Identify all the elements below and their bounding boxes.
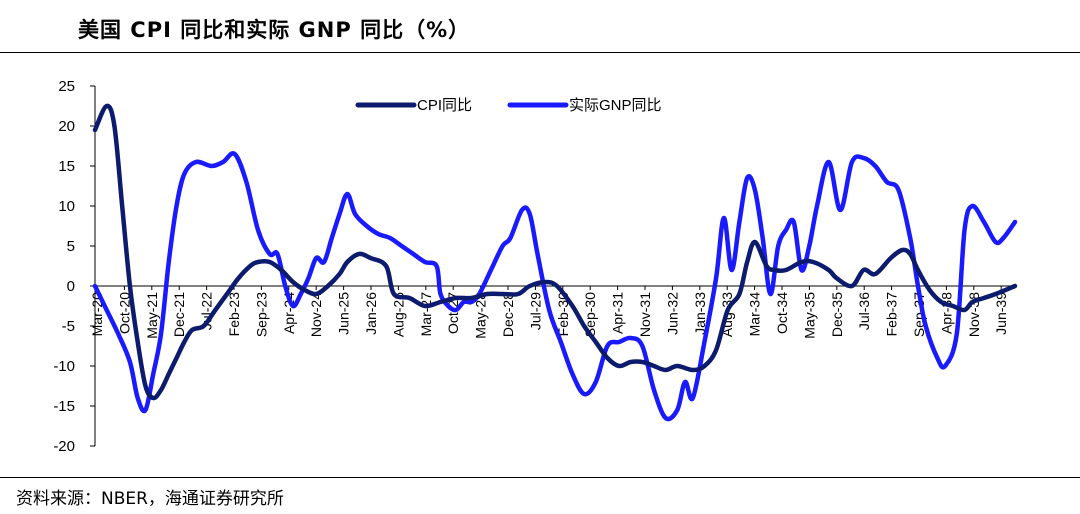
x-tick-label: Dec-21	[171, 292, 187, 337]
legend-label: CPI同比	[417, 97, 472, 114]
x-tick-label: Dec-35	[829, 292, 845, 337]
x-tick-label: Jun-39	[993, 292, 1009, 335]
title-bar: 美国 CPI 同比和实际 GNP 同比（%）	[0, 0, 1080, 53]
x-tick-label: Apr-38	[938, 292, 954, 334]
x-tick-label: Nov-24	[308, 292, 324, 337]
y-tick-label: -15	[53, 398, 75, 415]
legend-label: 实际GNP同比	[569, 97, 662, 114]
source-note: 资料来源：NBER，海通证券研究所	[16, 489, 284, 509]
y-tick-label: 10	[58, 198, 75, 215]
x-tick-label: Mar-34	[747, 292, 763, 337]
x-tick-label: Feb-37	[884, 292, 900, 337]
x-tick-label: May-21	[144, 292, 160, 339]
y-tick-label: -5	[62, 318, 75, 335]
chart-area: 25 20 15 10 5 0 -5 -10 -15 -20 Mar-20 Oct-20 May-21 D…	[0, 53, 1080, 477]
x-tick-label: Feb-30	[555, 292, 571, 337]
x-tick-label: Jun-32	[664, 292, 680, 335]
x-tick-label: Oct-34	[774, 292, 790, 334]
x-tick-label: Dec-28	[500, 292, 516, 337]
x-tick-label: Jan-33	[692, 292, 708, 335]
chart-title: 美国 CPI 同比和实际 GNP 同比（%）	[78, 18, 471, 42]
x-tick-label: May-35	[801, 292, 817, 339]
x-tick-label: Jun-25	[336, 292, 352, 335]
x-tick-label: Jan-26	[363, 292, 379, 335]
x-tick-label: Nov-31	[637, 292, 653, 337]
x-tick-label: Feb-23	[226, 292, 242, 337]
y-tick-label: 0	[67, 278, 75, 295]
source-bar: 资料来源：NBER，海通证券研究所	[0, 477, 1080, 514]
x-tick-label: Sep-23	[253, 292, 269, 337]
series-line-cpi	[92, 103, 1018, 401]
y-tick-label: -10	[53, 358, 75, 375]
x-tick-label: May-28	[473, 292, 489, 339]
y-tick-label: 25	[58, 78, 75, 95]
x-tick-label: Aug-26	[390, 292, 406, 337]
y-tick-label: 5	[67, 238, 75, 255]
x-tick-label: Oct-27	[445, 292, 461, 334]
series-line-gnp	[92, 151, 1018, 422]
y-tick-label: -20	[53, 438, 75, 455]
y-tick-label: 15	[58, 158, 75, 175]
x-tick-label: Jul-29	[527, 292, 543, 330]
x-tick-label: Oct-20	[116, 292, 132, 334]
x-tick-label: Jul-36	[856, 292, 872, 330]
x-tick-label: Mar-27	[418, 292, 434, 337]
y-tick-label: 20	[58, 118, 75, 135]
x-tick-label: Apr-31	[610, 292, 626, 334]
